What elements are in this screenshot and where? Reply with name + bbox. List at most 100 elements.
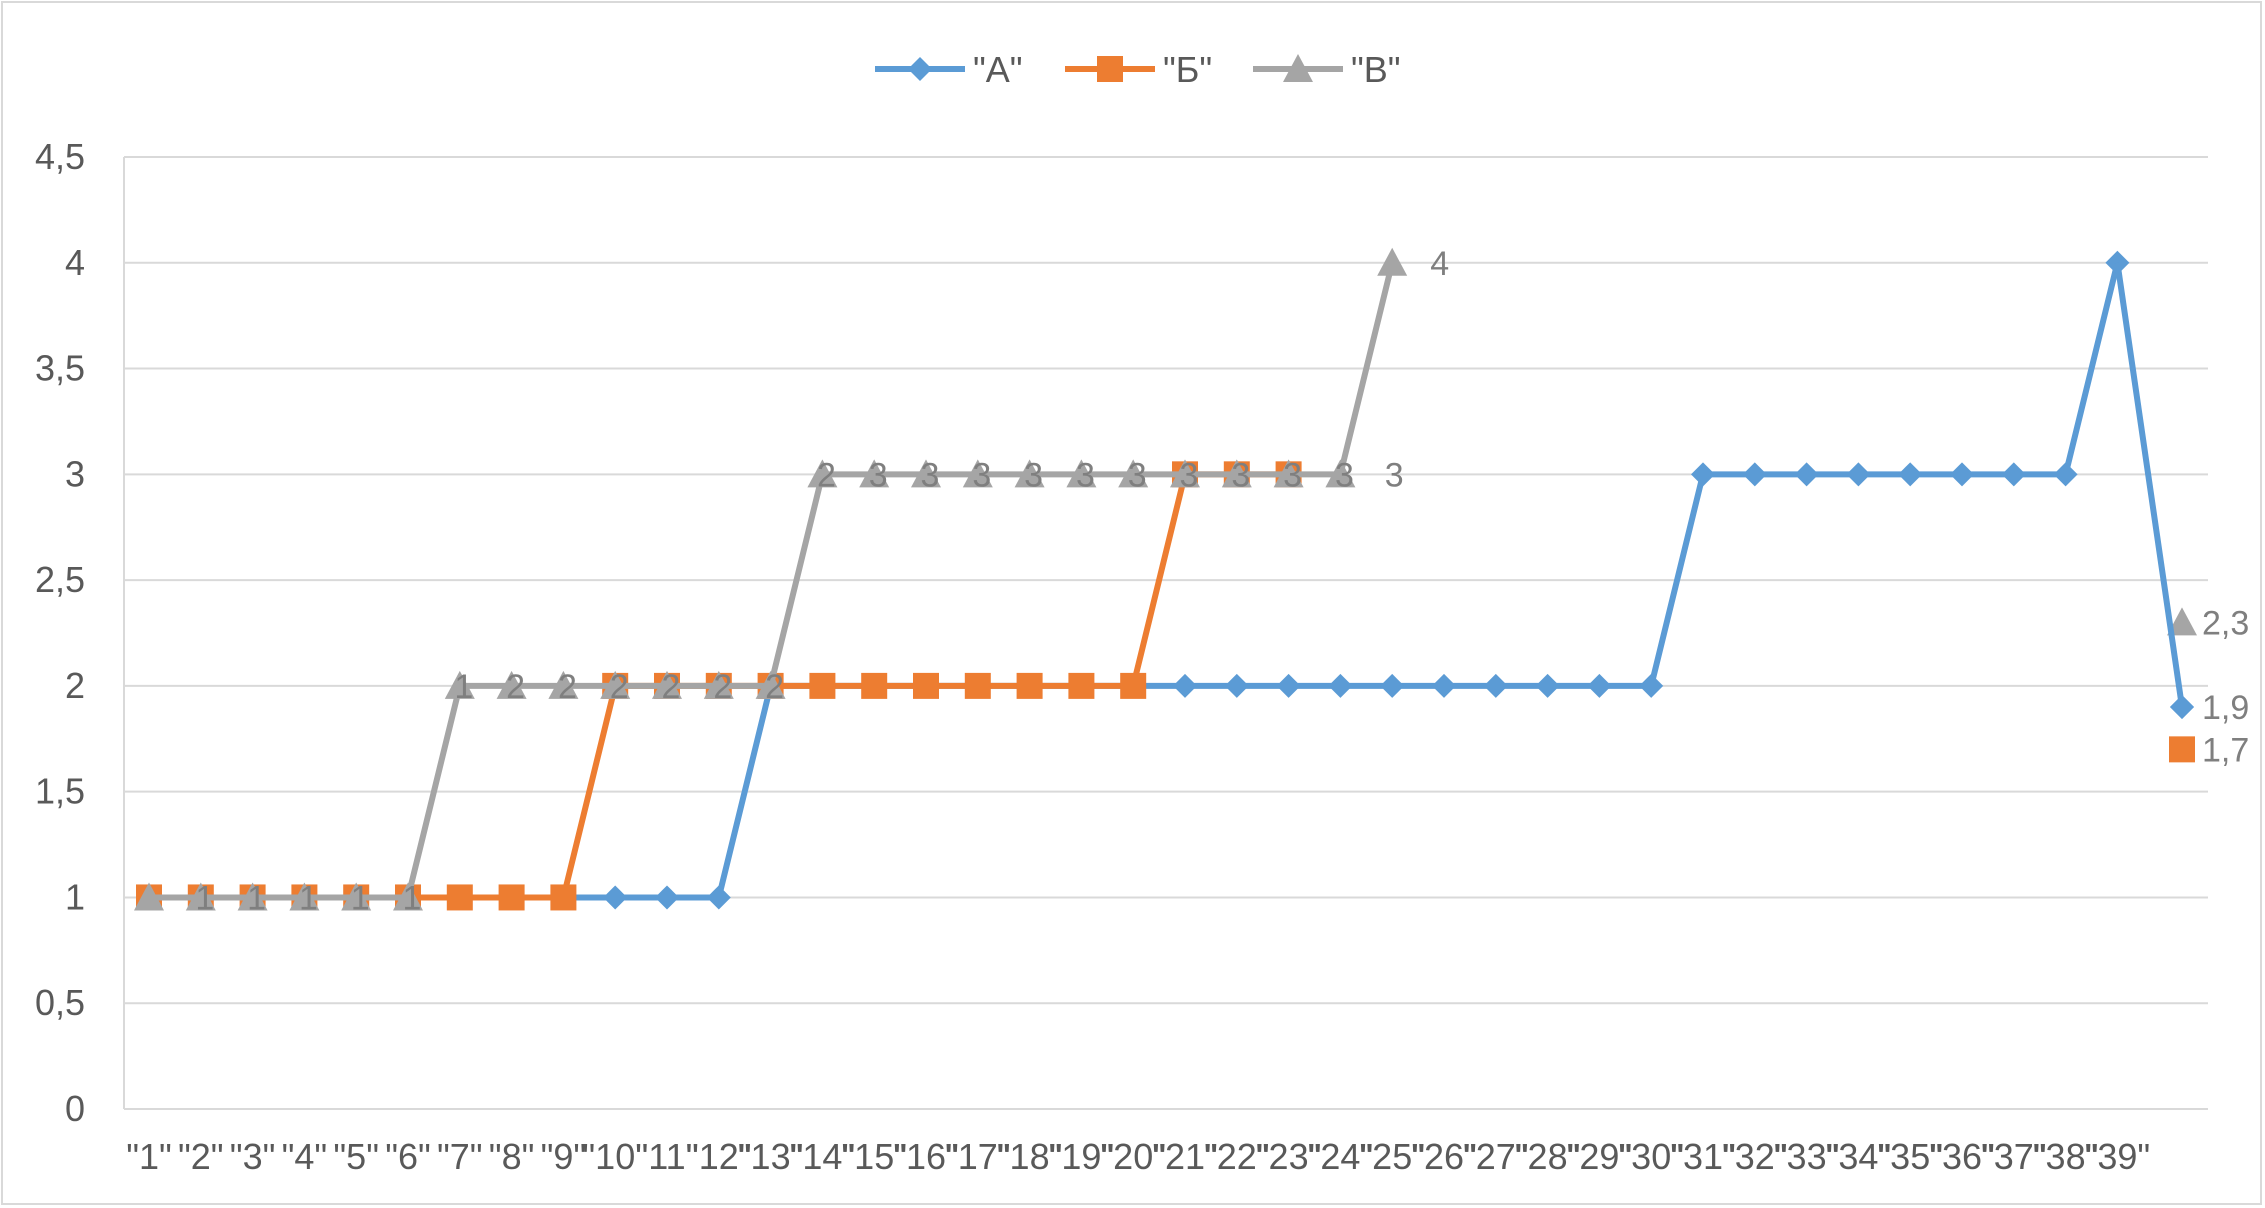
series-1-tail (2114, 262, 2185, 708)
x-tick-label: "30" (1618, 1136, 1684, 1177)
x-tick-label: "29" (1567, 1136, 1633, 1177)
data-label: 2 (610, 668, 629, 706)
marker-diamond (706, 885, 731, 910)
x-tick-label: "9" (541, 1136, 587, 1177)
data-label: 4 (1430, 245, 1449, 283)
x-tick-label: "38" (2033, 1136, 2099, 1177)
data-label: 1 (299, 879, 318, 917)
y-tick-label: 1 (65, 876, 85, 917)
marker-diamond (2053, 462, 2078, 487)
y-tick-label: 2 (65, 665, 85, 706)
marker-square (861, 672, 888, 699)
marker-square (498, 884, 525, 911)
marker-triangle (237, 882, 268, 911)
extra-point-label: 1,7 (2202, 731, 2249, 769)
marker-triangle (1325, 459, 1356, 488)
x-tick-label: "2" (178, 1136, 224, 1177)
data-label: 2 (662, 668, 681, 706)
marker-square (1097, 56, 1123, 82)
marker-triangle (185, 882, 216, 911)
legend-label: "А" (973, 49, 1023, 90)
data-label: 3 (1180, 456, 1199, 494)
marker-diamond (1587, 673, 1612, 698)
marker-diamond (1483, 673, 1508, 698)
x-tick-label: "39" (2085, 1136, 2151, 1177)
extra-point-label: 1,9 (2202, 689, 2249, 727)
y-tick-label: 3 (65, 453, 85, 494)
data-label: 3 (1385, 456, 1404, 494)
marker-diamond (1276, 673, 1301, 698)
x-tick-label: "10" (582, 1136, 648, 1177)
marker-diamond (908, 57, 932, 81)
marker-diamond (2001, 462, 2026, 487)
marker-square (2169, 736, 2195, 763)
x-tick-label: "13" (738, 1136, 804, 1177)
marker-diamond (1173, 673, 1197, 698)
x-tick-label: "15" (841, 1136, 907, 1177)
legend: "А" "Б" "В" (875, 49, 1401, 90)
marker-triangle (911, 459, 941, 488)
x-tick-label: "32" (1722, 1136, 1788, 1177)
x-tick-label: "36" (1929, 1136, 1995, 1177)
x-tick-label: "34" (1826, 1136, 1892, 1177)
marker-diamond (1742, 462, 1767, 487)
x-tick-label: "20" (1100, 1136, 1166, 1177)
marker-square (1120, 672, 1147, 699)
y-axis-ticks: 0 0,5 1 1,5 2 2,5 3 3,5 4 4,5 (35, 136, 85, 1129)
marker-diamond (1898, 462, 1923, 487)
marker-diamond (2170, 695, 2194, 720)
y-tick-label: 3,5 (35, 348, 85, 389)
marker-triangle (134, 882, 164, 911)
marker-diamond (1224, 673, 1249, 698)
marker-square (550, 884, 577, 911)
series-3 (134, 247, 2197, 911)
data-label: 3 (1024, 456, 1043, 494)
data-label: 2 (506, 668, 525, 706)
marker-diamond (1535, 673, 1560, 698)
x-tick-label: "23" (1256, 1136, 1322, 1177)
data-label: 3 (1231, 456, 1250, 494)
data-label: 1 (454, 668, 473, 706)
gridlines (123, 156, 2208, 1110)
marker-diamond (1794, 462, 1819, 487)
data-label: 1 (195, 879, 214, 917)
series-layer (134, 247, 2197, 911)
marker-triangle (703, 670, 734, 699)
y-tick-label: 0,5 (35, 982, 85, 1023)
marker-triangle (496, 670, 527, 699)
x-tick-label: "28" (1515, 1136, 1581, 1177)
marker-diamond (1950, 462, 1974, 487)
y-tick-label: 1,5 (35, 771, 85, 812)
data-label: 3 (972, 456, 991, 494)
marker-diamond (1639, 673, 1664, 698)
marker-square (913, 672, 939, 699)
marker-diamond (1691, 462, 1715, 487)
x-tick-label: "11" (636, 1136, 699, 1177)
x-tick-label: "35" (1877, 1136, 1943, 1177)
marker-triangle (1118, 459, 1149, 488)
data-label: 3 (1335, 456, 1354, 494)
marker-triangle (1221, 459, 1252, 488)
x-tick-label: "19" (1049, 1136, 1115, 1177)
extra-point-label: 2,3 (2202, 604, 2249, 642)
x-tick-label: "31" (1670, 1136, 1736, 1177)
x-tick-label: "22" (1204, 1136, 1270, 1177)
marker-triangle (1170, 459, 1200, 488)
marker-square (1016, 672, 1043, 699)
x-tick-label: "18" (997, 1136, 1063, 1177)
data-label: 2 (765, 668, 784, 706)
marker-triangle (1014, 459, 1045, 488)
x-tick-label: "26" (1411, 1136, 1477, 1177)
marker-square (964, 672, 991, 699)
data-label: 1 (351, 879, 370, 917)
x-tick-label: "16" (893, 1136, 959, 1177)
data-label: 2 (713, 668, 732, 706)
marker-triangle (807, 459, 838, 488)
marker-triangle (548, 670, 579, 699)
marker-triangle (444, 670, 475, 699)
line-chart: 00,511,522,533,544,5 "1" "2" "3" "4" "5" "6" "… (35, 49, 2249, 1177)
legend-label: "Б" (1163, 49, 1212, 90)
x-tick-label: "8" (489, 1136, 535, 1177)
y-tick-label: 4,5 (35, 136, 85, 177)
